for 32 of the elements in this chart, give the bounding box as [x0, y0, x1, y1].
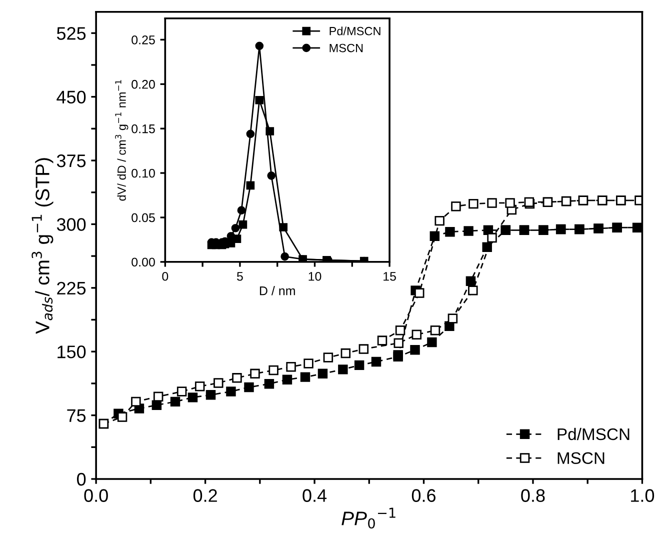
y-tick-label: 0.20 — [132, 80, 155, 89]
x-tick-label: 1.0 — [631, 489, 654, 502]
y-tick-label: 450 — [56, 90, 86, 104]
legend-label: Pd/MSCN — [330, 26, 380, 36]
y-tick-label: 75 — [67, 409, 86, 422]
x-tick-label: 0.0 — [84, 489, 108, 502]
y-tick-label: 0.10 — [132, 168, 155, 178]
y-tick-label: 0.05 — [132, 213, 155, 222]
legend-label: MSCN — [330, 44, 363, 52]
legend-label: MSCN — [558, 452, 604, 464]
y-tick-label: 300 — [56, 218, 86, 231]
x-tick-label: 0.8 — [521, 489, 545, 502]
y-axis-title: dV/ dD / cm$^{3}$ g$^{−1}$ nm$^{−1}$ — [115, 80, 128, 201]
y-tick-label: 0.25 — [132, 35, 155, 44]
y-tick-label: 0 — [77, 472, 86, 486]
y-axis-title: V$_{ads}$/ cm$^{3}$ g$^{−1}$ (STP) — [32, 158, 54, 334]
x-tick-label: 10 — [308, 272, 322, 281]
x-tick-label: 0 — [162, 272, 168, 281]
x-tick-label: 0.4 — [302, 489, 327, 502]
x-tick-label: 0.2 — [193, 489, 217, 502]
x-tick-label: 5 — [236, 272, 243, 281]
legend-label: Pd/MSCN — [558, 428, 630, 440]
y-tick-label: 225 — [57, 282, 86, 295]
y-tick-label: 375 — [56, 154, 86, 168]
x-axis-title: D / nm — [260, 286, 295, 296]
x-axis-title: PP$_{0}$$^{−1}$ — [342, 508, 396, 529]
x-tick-label: 15 — [384, 272, 396, 281]
x-tick-label: 0.6 — [412, 489, 436, 502]
y-tick-label: 525 — [56, 27, 86, 40]
y-tick-label: 0.00 — [132, 258, 155, 267]
y-tick-label: 150 — [58, 346, 86, 358]
y-tick-label: 0.15 — [132, 124, 155, 134]
